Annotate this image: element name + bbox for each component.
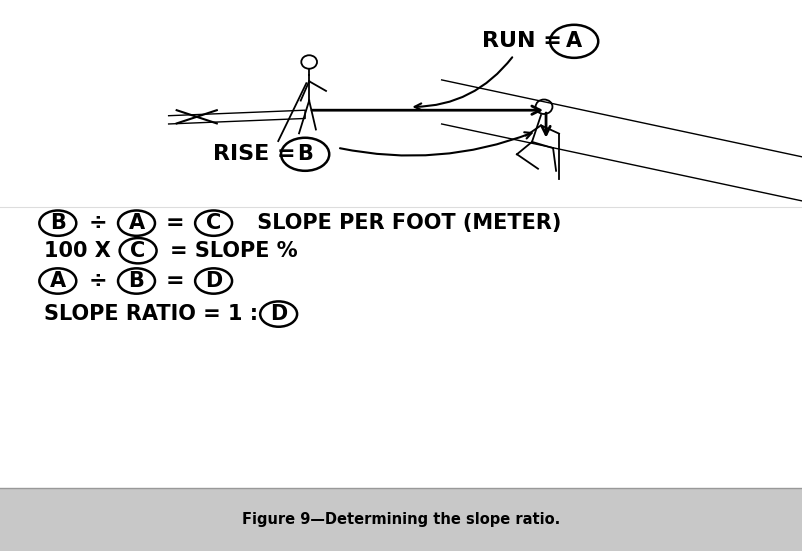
Text: ÷: ÷	[88, 213, 107, 233]
Text: B: B	[297, 144, 313, 164]
Text: SLOPE RATIO = 1 :: SLOPE RATIO = 1 :	[44, 304, 258, 324]
Text: C: C	[206, 213, 221, 233]
Text: RISE =: RISE =	[213, 144, 303, 164]
Text: C: C	[131, 241, 145, 261]
Text: B: B	[128, 271, 144, 291]
Text: 100 X: 100 X	[44, 241, 111, 261]
Text: =: =	[165, 271, 184, 291]
Text: A: A	[128, 213, 144, 233]
Polygon shape	[168, 110, 305, 124]
Text: =: =	[165, 213, 184, 233]
Text: B: B	[50, 213, 66, 233]
Text: ÷: ÷	[88, 271, 107, 291]
Text: A: A	[565, 31, 581, 51]
Text: SLOPE PER FOOT (METER): SLOPE PER FOOT (METER)	[249, 213, 561, 233]
Bar	[0, 488, 802, 551]
Text: Figure 9—Determining the slope ratio.: Figure 9—Determining the slope ratio.	[242, 511, 560, 527]
Text: A: A	[50, 271, 66, 291]
Text: RUN =: RUN =	[481, 31, 569, 51]
Text: = SLOPE %: = SLOPE %	[170, 241, 298, 261]
Text: D: D	[205, 271, 222, 291]
Text: D: D	[269, 304, 287, 324]
